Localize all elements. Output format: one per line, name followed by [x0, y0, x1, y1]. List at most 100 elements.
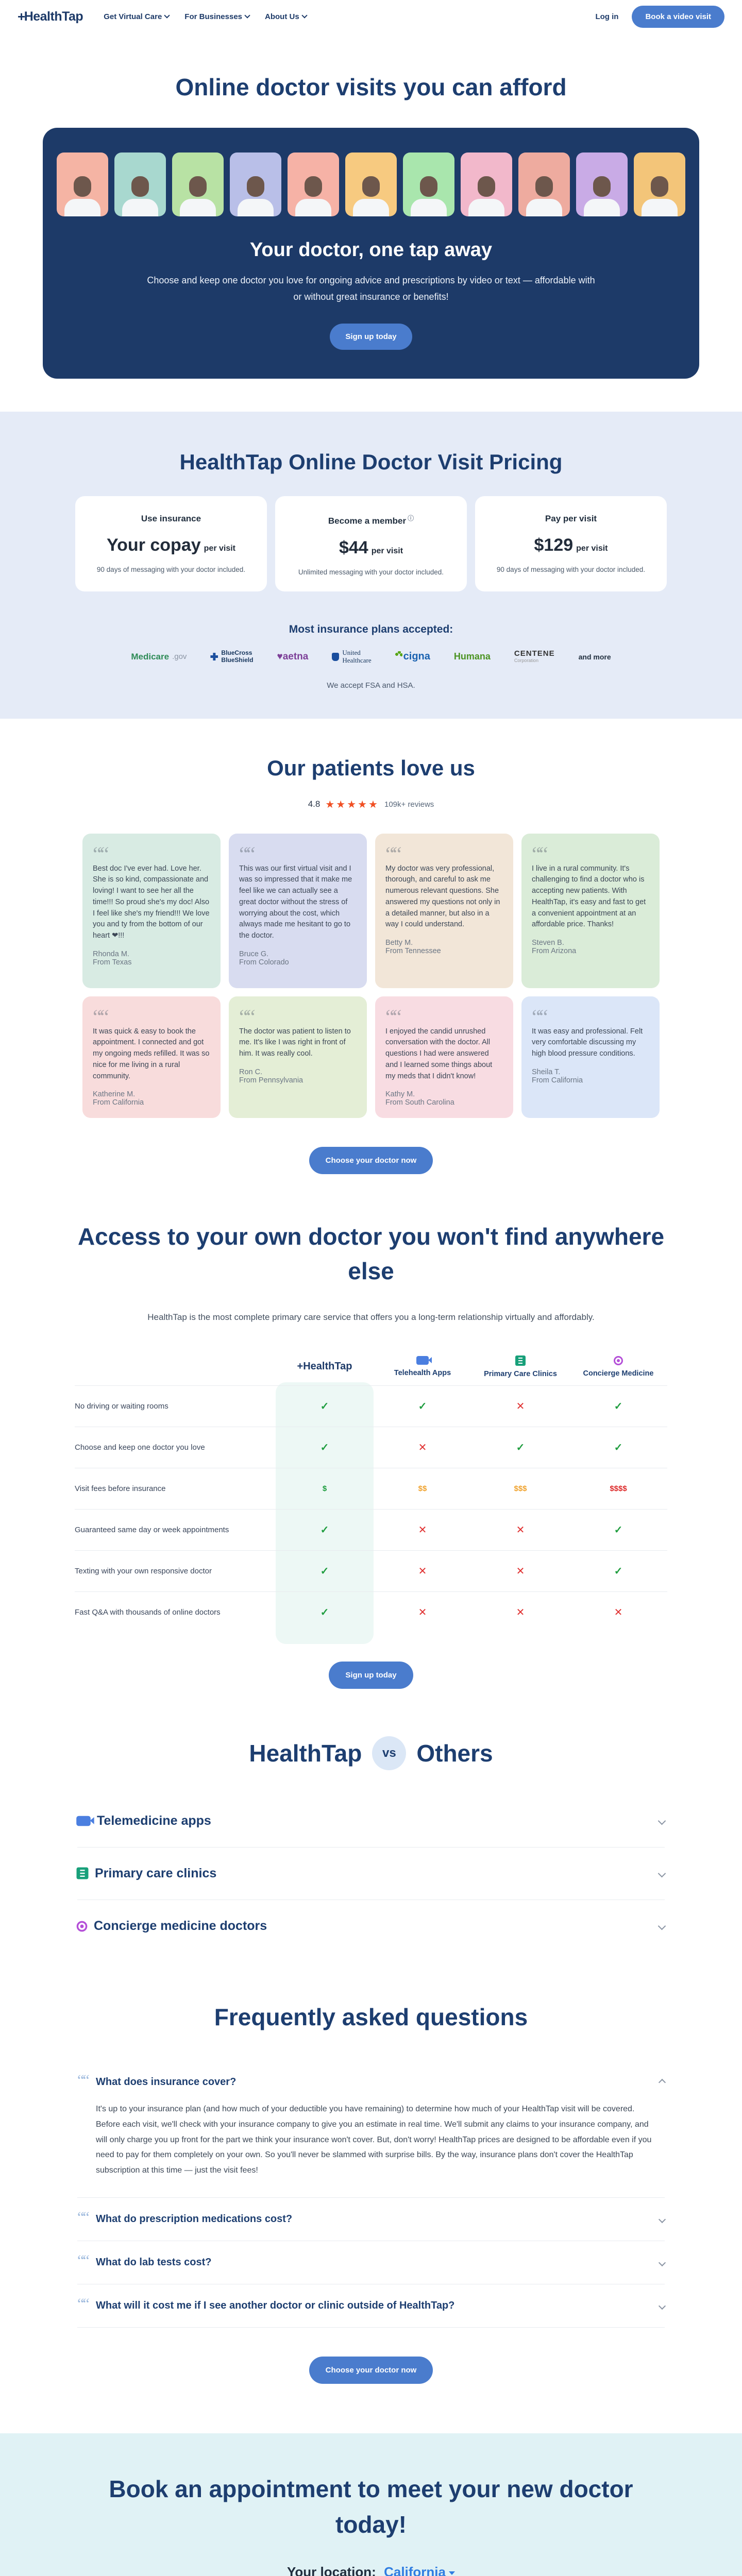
- and-more-label: and more: [578, 652, 611, 661]
- pricing-title: HealthTap Online Doctor Visit Pricing: [179, 450, 563, 474]
- hero-banner: Your doctor, one tap away Choose and kee…: [43, 128, 699, 379]
- location-dropdown[interactable]: California: [384, 2564, 455, 2576]
- price-level: $$$: [514, 1484, 527, 1493]
- cross-icon: ✕: [418, 1606, 427, 1618]
- clinic-building-icon: [515, 1355, 526, 1366]
- unitedhealthcare-logo: United Healthcare: [332, 649, 372, 665]
- fsa-note: We accept FSA and HSA.: [327, 681, 415, 690]
- table-row: Fast Q&A with thousands of online doctor…: [75, 1591, 667, 1633]
- vs-left-label: HealthTap: [249, 1739, 362, 1767]
- column-healthtap: HealthTap: [276, 1361, 374, 1372]
- sign-up-today-button[interactable]: Sign up today: [329, 1661, 413, 1689]
- sign-up-today-button[interactable]: Sign up today: [330, 324, 412, 350]
- check-icon: ✓: [614, 1400, 623, 1412]
- cross-icon: ✕: [418, 1524, 427, 1536]
- check-icon: ✓: [614, 1524, 623, 1536]
- column-concierge-medicine: Concierge Medicine: [569, 1355, 667, 1378]
- chevron-down-icon: [657, 1869, 666, 1877]
- healthtap-column-highlight: [276, 1382, 374, 1644]
- humana-logo: Humana: [453, 651, 491, 662]
- review-card: It was easy and professional. Felt very …: [521, 996, 660, 1118]
- book-video-visit-button[interactable]: Book a video visit: [632, 5, 724, 28]
- review-count: 109k+ reviews: [384, 800, 434, 809]
- doctor-photo-strip: [43, 152, 699, 216]
- review-card: Best doc I've ever had. Love her. She is…: [82, 833, 221, 988]
- review-card: It was quick & easy to book the appointm…: [82, 996, 221, 1118]
- doctor-photo: [57, 152, 108, 216]
- quote-icon: ““: [77, 2072, 90, 2089]
- accordion-telemedicine-apps[interactable]: Telemedicine apps: [76, 1795, 666, 1848]
- faq-title: Frequently asked questions: [214, 2003, 528, 2030]
- price-level: $$$$: [610, 1484, 627, 1493]
- vs-section: HealthTap vs Others Telemedicine apps Pr…: [0, 1689, 742, 1953]
- nav-about-us[interactable]: About Us: [265, 12, 308, 21]
- table-row: Guaranteed same day or week appointments…: [75, 1509, 667, 1550]
- choose-doctor-button[interactable]: Choose your doctor now: [309, 2357, 433, 2384]
- doctor-photo: [576, 152, 628, 216]
- doctor-photo: [403, 152, 454, 216]
- vs-badge: vs: [372, 1736, 407, 1770]
- dropdown-triangle-icon: [449, 2571, 455, 2575]
- video-icon: [76, 1816, 91, 1826]
- nav-for-businesses[interactable]: For Businesses: [184, 12, 250, 21]
- cross-icon: ✕: [516, 1606, 525, 1618]
- check-icon: ✓: [320, 1442, 329, 1453]
- price-value: Your copay: [107, 535, 201, 555]
- chevron-down-icon: [657, 1817, 666, 1825]
- chevron-down-icon: [657, 1922, 666, 1930]
- banner-title: Your doctor, one tap away: [249, 239, 493, 261]
- table-row: No driving or waiting rooms ✓ ✓ ✕ ✓: [75, 1385, 667, 1427]
- faq-item-lab-tests[interactable]: ““ What do lab tests cost?: [77, 2241, 666, 2285]
- bluecross-blueshield-logo: BlueCross BlueShield: [210, 649, 253, 664]
- check-icon: ✓: [614, 1565, 623, 1577]
- faq-item-prescriptions[interactable]: ““ What do prescription medications cost…: [77, 2198, 666, 2242]
- chevron-down-icon: [301, 12, 308, 19]
- review-card: This was our first virtual visit and I w…: [229, 833, 367, 988]
- faq-item-outside-cost[interactable]: ““ What will it cost me if I see another…: [77, 2284, 666, 2328]
- comparison-title: Access to your own doctor you won't find…: [77, 1223, 665, 1284]
- review-card: My doctor was very professional, thoroug…: [375, 833, 513, 988]
- faq-item-insurance[interactable]: ““ What does insurance cover? It's up to…: [77, 2061, 666, 2198]
- accordion-concierge-medicine[interactable]: Concierge medicine doctors: [76, 1900, 666, 1953]
- table-row: Texting with your own responsive doctor …: [75, 1550, 667, 1591]
- doctor-photo: [461, 152, 512, 216]
- review-card: The doctor was patient to listen to me. …: [229, 996, 367, 1118]
- centene-logo: CENTENE Corporation: [514, 649, 555, 663]
- chevron-down-icon: [658, 2259, 666, 2266]
- reviews-title: Our patients love us: [267, 755, 475, 780]
- login-link[interactable]: Log in: [595, 12, 619, 21]
- vs-right-label: Others: [416, 1739, 493, 1767]
- overall-rating: 4.8 ★★★★★ 109k+ reviews: [308, 799, 434, 810]
- main-nav: Get Virtual Care For Businesses About Us: [104, 12, 308, 21]
- chevron-down-icon: [164, 12, 170, 19]
- pricing-section: HealthTap Online Doctor Visit Pricing Us…: [0, 412, 742, 719]
- cross-icon: [210, 653, 218, 661]
- choose-doctor-button[interactable]: Choose your doctor now: [309, 1147, 433, 1175]
- pricing-card-use-insurance: Use insurance Your copay per visit 90 day…: [75, 496, 267, 591]
- insurance-logo-row: Medicare .gov BlueCross BlueShield ♥aetna …: [0, 649, 742, 665]
- chevron-down-icon: [658, 2302, 666, 2310]
- check-icon: ✓: [320, 1565, 329, 1577]
- healthtap-logo[interactable]: HealthTap: [18, 9, 83, 25]
- comparison-section: Access to your own doctor you won't find…: [0, 1174, 742, 1689]
- chevron-down-icon: [244, 12, 250, 19]
- review-card: I enjoyed the candid unrushed conversati…: [375, 996, 513, 1118]
- nav-get-virtual-care[interactable]: Get Virtual Care: [104, 12, 170, 21]
- cross-icon: ✕: [418, 1442, 427, 1453]
- price-level: $: [322, 1484, 327, 1493]
- doctor-photo: [634, 152, 685, 216]
- cross-icon: ✕: [418, 1565, 427, 1577]
- pricing-card-pay-per-visit: Pay per visit $129 per visit 90 days of m…: [475, 496, 667, 591]
- doctor-photo: [230, 152, 281, 216]
- top-nav-bar: HealthTap Get Virtual Care For Businesse…: [0, 0, 742, 33]
- table-row: Choose and keep one doctor you love ✓ ✕ …: [75, 1426, 667, 1468]
- info-icon[interactable]: ⓘ: [408, 515, 414, 522]
- column-primary-care-clinics: Primary Care Clinics: [471, 1355, 569, 1378]
- cross-icon: ✕: [516, 1524, 525, 1536]
- doctor-photo: [518, 152, 570, 216]
- pricing-card-member: Become a member ⓘ $44 per visit Unlimited …: [275, 496, 467, 591]
- location-label: Your location:: [286, 2564, 376, 2576]
- review-card: I live in a rural community. It's challe…: [521, 833, 660, 988]
- accordion-primary-care-clinics[interactable]: Primary care clinics: [76, 1848, 666, 1900]
- clinic-building-icon: [76, 1867, 89, 1879]
